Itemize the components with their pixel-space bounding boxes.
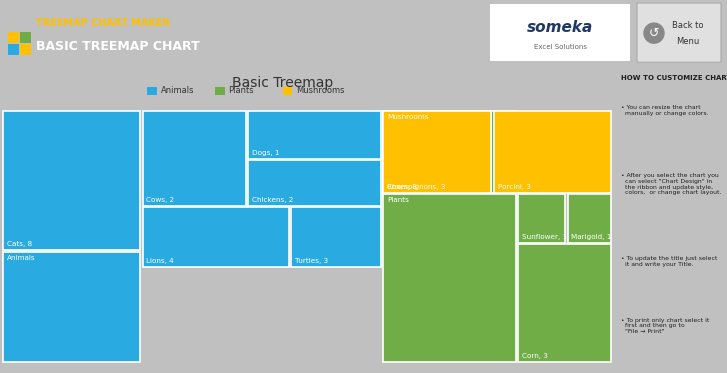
Bar	[8, 44, 19, 55]
Text: Plants: Plants	[387, 197, 409, 203]
Bar	[383, 110, 491, 193]
Bar	[568, 194, 611, 242]
Text: Cats, 8: Cats, 8	[7, 241, 32, 247]
Text: Animals: Animals	[7, 255, 36, 261]
Text: Porcini, 3: Porcini, 3	[497, 184, 531, 190]
Text: • You can resize the chart
  manually or change colors.: • You can resize the chart manually or c…	[621, 105, 709, 116]
Text: Corn, 3: Corn, 3	[522, 352, 548, 358]
Bar	[518, 244, 611, 361]
Bar	[142, 110, 246, 206]
Text: TREEMAP CHART MAKER: TREEMAP CHART MAKER	[36, 18, 170, 28]
Text: Animals: Animals	[161, 86, 194, 95]
Text: Lions, 4: Lions, 4	[146, 258, 174, 264]
Bar	[3, 252, 140, 361]
Text: • To print only chart select it
  first and then go to
  "File → Print": • To print only chart select it first an…	[621, 318, 710, 334]
Bar	[494, 110, 611, 193]
Text: Mushrooms: Mushrooms	[296, 86, 345, 95]
Bar	[8, 32, 19, 43]
Text: Marigold, 1: Marigold, 1	[571, 233, 611, 239]
Text: Basic Treemap: Basic Treemap	[232, 76, 333, 90]
Circle shape	[644, 23, 664, 43]
Text: HOW TO CUSTOMIZE CHART: HOW TO CUSTOMIZE CHART	[621, 75, 727, 81]
Bar	[248, 160, 381, 206]
Bar	[215, 87, 225, 94]
Text: BASIC TREEMAP CHART: BASIC TREEMAP CHART	[36, 40, 200, 53]
Bar	[148, 87, 157, 94]
Bar	[383, 110, 491, 193]
Text: Sunflower, 1: Sunflower, 1	[522, 233, 567, 239]
Bar	[292, 207, 381, 267]
Bar	[20, 32, 31, 43]
Bar	[248, 110, 381, 159]
Bar	[383, 194, 516, 361]
Bar	[142, 207, 289, 267]
Text: Roses, 8: Roses, 8	[387, 184, 417, 190]
Bar	[518, 194, 565, 242]
Text: • To update the title just select
  it and write your Title.: • To update the title just select it and…	[621, 256, 718, 267]
Text: someka: someka	[527, 20, 593, 35]
Text: Menu: Menu	[676, 37, 699, 46]
Text: Cows, 2: Cows, 2	[146, 197, 174, 203]
Text: Chickens, 2: Chickens, 2	[252, 197, 293, 203]
Bar	[283, 87, 292, 94]
Text: ↺: ↺	[648, 26, 659, 40]
Text: • After you select the chart you
  can select "Chart Design" in
  the ribbon and: • After you select the chart you can sel…	[621, 173, 722, 195]
Text: Mushrooms: Mushrooms	[387, 114, 428, 120]
Text: Champignons, 3: Champignons, 3	[387, 184, 446, 190]
Text: Dogs, 1: Dogs, 1	[252, 150, 279, 156]
Text: Plants: Plants	[228, 86, 254, 95]
FancyBboxPatch shape	[637, 3, 721, 62]
Bar	[3, 110, 140, 250]
Bar	[383, 110, 516, 193]
Text: Excel Solutions: Excel Solutions	[534, 44, 587, 50]
Bar	[490, 4, 630, 61]
Text: Turtles, 3: Turtles, 3	[295, 258, 328, 264]
Text: Back to: Back to	[672, 21, 704, 29]
Bar	[20, 44, 31, 55]
